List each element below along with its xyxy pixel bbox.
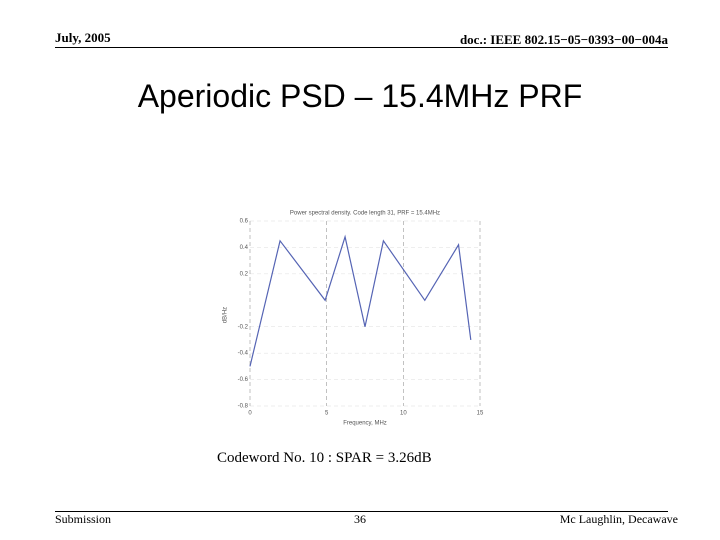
header-date: July, 2005: [55, 30, 111, 45]
header-rule: [55, 47, 668, 48]
footer-left: Submission: [55, 512, 112, 526]
y-axis-label: dB/Hz: [223, 307, 229, 323]
x-axis-label: Frequency, MHz: [343, 421, 387, 427]
page-number: 36: [354, 512, 366, 526]
x-tick-label: 0: [248, 411, 252, 417]
y-tick-label: -0.8: [238, 404, 249, 410]
slide-title: Aperiodic PSD – 15.4MHz PRF: [137, 78, 583, 114]
x-tick-label: 5: [325, 411, 329, 417]
y-tick-label: 0.4: [240, 245, 249, 251]
y-tick-label: 0.6: [240, 219, 249, 225]
footer-right: Mc Laughlin, Decawave: [559, 512, 678, 526]
data-line: [249, 234, 472, 367]
caption: Codeword No. 10 : SPAR = 3.26dB: [217, 450, 432, 466]
chart: Power spectral density. Code length 31, …: [223, 211, 484, 427]
y-tick-label: -0.4: [238, 351, 249, 357]
chart-title: Power spectral density. Code length 31, …: [290, 211, 440, 217]
y-tick-label: -0.6: [238, 377, 249, 383]
footer-rule: [55, 511, 668, 512]
x-tick-label: 15: [477, 411, 484, 417]
header-doc: doc.: IEEE 802.15−05−0393−00−004a: [459, 32, 668, 47]
y-tick-label: 0.2: [240, 271, 249, 277]
y-tick-label: -0.2: [238, 324, 249, 330]
x-tick-label: 10: [400, 411, 407, 417]
